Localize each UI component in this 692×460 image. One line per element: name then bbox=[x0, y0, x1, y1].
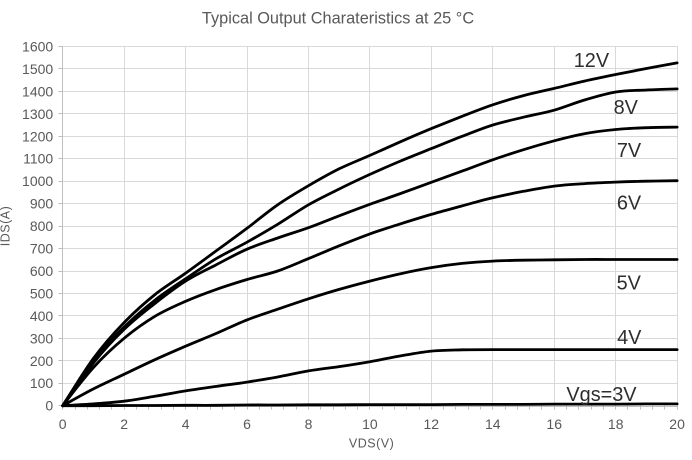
svg-text:VDS(V): VDS(V) bbox=[349, 437, 394, 451]
svg-text:300: 300 bbox=[30, 330, 54, 346]
svg-text:6: 6 bbox=[243, 416, 251, 432]
svg-text:4: 4 bbox=[182, 416, 190, 432]
svg-text:1600: 1600 bbox=[22, 39, 53, 55]
svg-text:2: 2 bbox=[120, 416, 128, 432]
svg-text:10: 10 bbox=[362, 416, 378, 432]
svg-text:20: 20 bbox=[669, 416, 685, 432]
svg-text:1500: 1500 bbox=[22, 61, 53, 77]
svg-text:1400: 1400 bbox=[22, 83, 53, 99]
svg-text:Typical Output Charateristics: Typical Output Charateristics at 25 °C bbox=[202, 8, 474, 27]
svg-text:12: 12 bbox=[424, 416, 440, 432]
svg-text:1100: 1100 bbox=[23, 151, 53, 167]
svg-text:16: 16 bbox=[546, 416, 562, 432]
svg-text:800: 800 bbox=[30, 218, 54, 234]
svg-text:8V: 8V bbox=[614, 97, 639, 119]
svg-text:0: 0 bbox=[45, 398, 53, 414]
svg-text:IDS(A): IDS(A) bbox=[0, 206, 13, 247]
svg-text:6V: 6V bbox=[617, 192, 642, 214]
svg-text:600: 600 bbox=[30, 263, 54, 279]
svg-text:12V: 12V bbox=[574, 50, 610, 72]
svg-text:Vgs=3V: Vgs=3V bbox=[566, 384, 637, 406]
svg-text:5V: 5V bbox=[617, 272, 642, 294]
svg-text:200: 200 bbox=[30, 353, 54, 369]
svg-text:14: 14 bbox=[485, 416, 501, 432]
svg-text:0: 0 bbox=[59, 416, 67, 432]
svg-text:1000: 1000 bbox=[22, 173, 53, 189]
svg-text:500: 500 bbox=[30, 285, 54, 301]
svg-text:900: 900 bbox=[30, 196, 54, 212]
svg-text:700: 700 bbox=[30, 241, 54, 257]
svg-text:1300: 1300 bbox=[22, 106, 53, 122]
svg-text:1200: 1200 bbox=[22, 128, 53, 144]
svg-text:18: 18 bbox=[608, 416, 624, 432]
svg-text:100: 100 bbox=[30, 375, 54, 391]
svg-text:8: 8 bbox=[305, 416, 313, 432]
svg-text:7V: 7V bbox=[617, 140, 642, 162]
svg-text:400: 400 bbox=[30, 308, 54, 324]
svg-text:4V: 4V bbox=[617, 327, 642, 349]
